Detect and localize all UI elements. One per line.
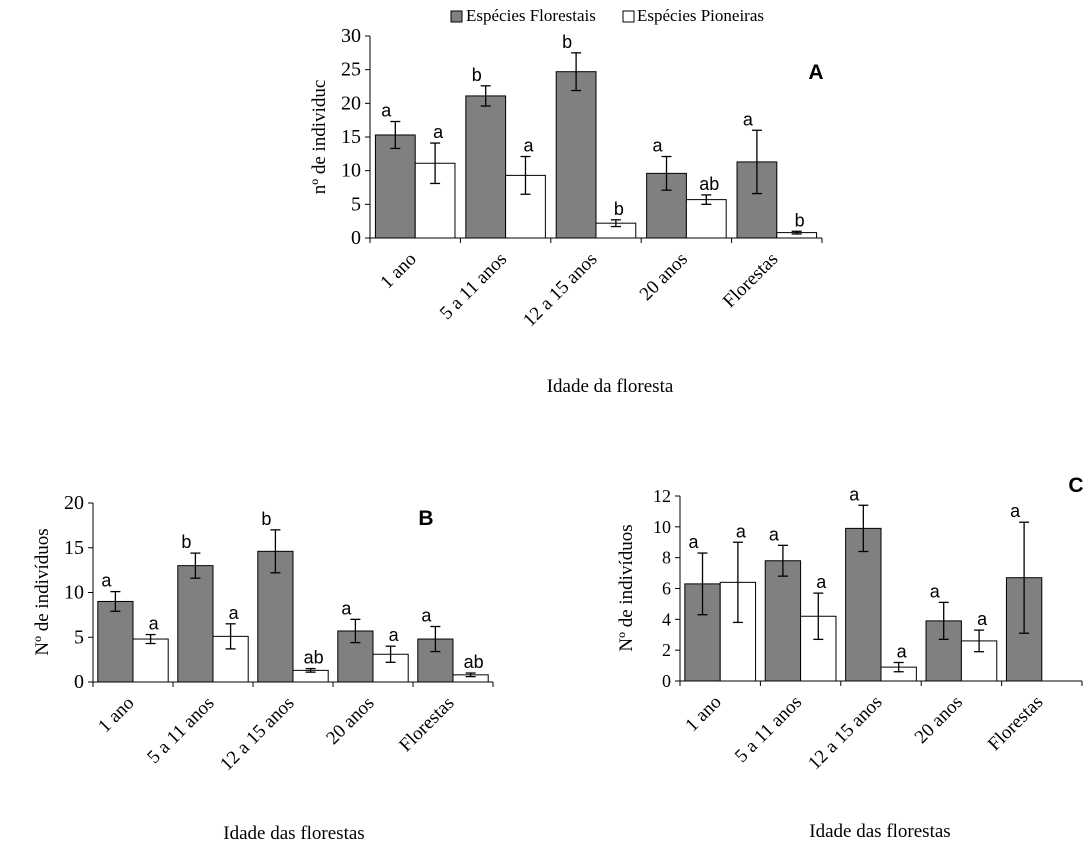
significance-letter-a: b (472, 65, 482, 85)
significance-letter-b: a (101, 571, 112, 591)
y-tick-label-a: 30 (341, 25, 361, 47)
significance-letter-c: a (977, 609, 988, 629)
x-axis-label-b: Idade das florestas (223, 823, 364, 844)
significance-letter-c: a (816, 572, 827, 592)
y-tick-label-a: 0 (351, 227, 361, 249)
legend: Espécies Florestais Espécies Pioneiras (450, 6, 764, 25)
significance-letter-a: ab (699, 174, 719, 194)
bar-florestais-a (465, 95, 507, 239)
y-tick-label-a: 5 (351, 193, 361, 215)
x-tick-label-a: 20 anos (636, 249, 692, 305)
panel-label-a: A (808, 61, 823, 84)
x-tick-label-b: 5 a 11 anos (143, 693, 218, 768)
y-tick-label-a: 25 (341, 59, 361, 81)
x-tick-label-c: 12 a 15 anos (804, 692, 886, 774)
legend-label-florestais: Espécies Florestais (466, 6, 596, 25)
x-tick-label-a: 1 ano (376, 249, 420, 293)
significance-letter-c: a (897, 642, 908, 662)
significance-letter-b: a (149, 614, 160, 634)
x-tick-label-c: 5 a 11 anos (731, 692, 806, 767)
x-tick-label-c: 1 ano (681, 692, 725, 736)
panel-label-b: B (418, 507, 433, 530)
legend-label-pioneiras: Espécies Pioneiras (637, 6, 764, 25)
bar-florestais-b (177, 565, 214, 683)
significance-letter-b: a (389, 625, 400, 645)
x-tick-label-b: 1 ano (94, 693, 138, 737)
significance-letter-b: b (181, 532, 191, 552)
significance-letter-b: a (421, 606, 432, 626)
x-axis-label-c: Idade das florestas (809, 821, 950, 842)
y-tick-label-c: 0 (662, 671, 671, 691)
bar-florestais-b (97, 600, 134, 683)
x-tick-label-b: 12 a 15 anos (216, 693, 298, 775)
y-axis-label-a: nº de individuc (309, 80, 330, 195)
chart-panel-b: 0 5 10 15 20 a a 1 ano b a 5 a 11 anos b ab 12 a 15 a… (32, 492, 494, 844)
x-tick-label-b: 20 anos (322, 693, 378, 749)
significance-letter-b: ab (304, 648, 324, 668)
legend-swatch-pioneiras (622, 10, 635, 23)
y-tick-label-c: 10 (653, 517, 671, 537)
significance-letter-c: a (769, 524, 780, 544)
y-tick-label-b: 20 (64, 492, 84, 514)
bar-pioneiras-a (685, 199, 727, 239)
bar-florestais-c (845, 527, 882, 682)
bar-pioneiras-b (132, 638, 169, 683)
x-tick-label-b: Florestas (395, 693, 458, 756)
significance-letter-c: a (1010, 501, 1021, 521)
y-axis-label-b: Nº de indivíduos (32, 528, 53, 655)
bar-florestais-c (764, 560, 802, 682)
significance-letter-a: b (562, 32, 572, 52)
significance-letter-b: a (341, 598, 352, 618)
y-tick-label-a: 15 (341, 126, 361, 148)
significance-letter-b: b (261, 509, 271, 529)
y-tick-label-c: 6 (662, 579, 671, 599)
y-tick-label-b: 15 (64, 537, 84, 559)
x-tick-label-c: Florestas (984, 692, 1047, 755)
y-tick-label-c: 12 (653, 486, 671, 506)
y-tick-label-c: 2 (662, 640, 671, 660)
chart-panel-a: 0 5 10 15 20 25 30 a a 1 ano b a 5 a 11 anos b b 12 a 1… (309, 25, 824, 397)
bar-florestais-a (555, 71, 597, 239)
y-tick-label-c: 8 (662, 548, 671, 568)
bar-florestais-a (374, 134, 416, 239)
x-tick-label-a: Florestas (719, 249, 782, 312)
significance-letter-b: a (229, 603, 240, 623)
x-axis-label-a: Idade da floresta (547, 376, 674, 397)
panel-label-c: C (1068, 474, 1083, 497)
y-tick-label-b: 10 (64, 582, 84, 604)
significance-letter-a: b (614, 199, 624, 219)
x-tick-label-a: 5 a 11 anos (436, 249, 511, 324)
significance-letter-b: ab (464, 652, 484, 672)
x-tick-label-c: 20 anos (911, 692, 967, 748)
chart-panel-c: 0 2 4 6 8 10 12 a a 1 ano a a 5 a 11 anos a a 12 a 15 a… (616, 474, 1084, 842)
significance-letter-a: a (523, 136, 534, 156)
significance-letter-a: a (381, 101, 392, 121)
y-tick-label-c: 4 (662, 609, 671, 629)
significance-letter-c: a (930, 581, 941, 601)
significance-letter-a: a (433, 122, 444, 142)
significance-letter-c: a (736, 521, 747, 541)
significance-letter-a: b (795, 210, 805, 230)
y-tick-label-a: 10 (341, 160, 361, 182)
legend-swatch-florestais (450, 10, 463, 23)
significance-letter-a: a (743, 109, 754, 129)
y-tick-label-b: 0 (74, 671, 84, 693)
significance-letter-c: a (849, 484, 860, 504)
significance-letter-c: a (689, 532, 700, 552)
y-tick-label-a: 20 (341, 92, 361, 114)
y-tick-label-b: 5 (74, 626, 84, 648)
y-axis-label-c: Nº de indivíduos (616, 524, 637, 651)
x-tick-label-a: 12 a 15 anos (519, 249, 601, 331)
significance-letter-a: a (653, 136, 664, 156)
